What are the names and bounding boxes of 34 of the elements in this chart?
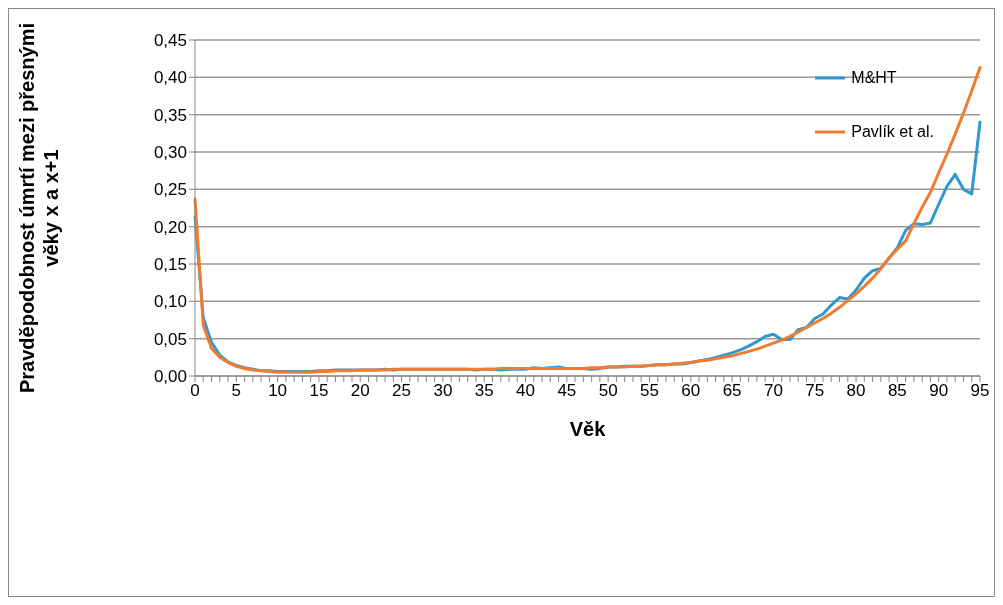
x-tick-label: 55 — [640, 381, 659, 401]
x-tick-label: 95 — [970, 381, 990, 401]
x-tick-label: 10 — [268, 381, 288, 401]
x-tick-label: 30 — [433, 381, 453, 401]
x-tick-label: 65 — [722, 381, 742, 401]
x-tick-label: 35 — [474, 381, 494, 401]
y-tick-label: 0,10 — [153, 292, 187, 312]
y-tick-label: 0,25 — [153, 180, 187, 200]
y-axis-title: Pravděpodobnost úmrtí mezi přesnými věky x a x+1 — [16, 22, 62, 394]
x-tick-label: 45 — [557, 381, 577, 401]
x-tick-label: 25 — [392, 381, 412, 401]
x-tick-label: 60 — [681, 381, 701, 401]
x-tick-label: 0 — [190, 381, 200, 401]
x-tick-label: 50 — [598, 381, 618, 401]
y-tick-label: 0,15 — [153, 255, 187, 275]
x-tick-label: 5 — [231, 381, 242, 401]
y-tick-label: 0,35 — [153, 105, 187, 125]
y-tick-label: 0,30 — [153, 143, 187, 163]
x-axis-title: Věk — [569, 418, 607, 440]
legend-label: M&HT — [851, 69, 897, 87]
x-tick-label: 90 — [929, 381, 949, 401]
x-tick-label: 85 — [887, 381, 907, 401]
y-tick-label: 0,00 — [153, 367, 187, 387]
x-tick-label: 15 — [309, 381, 329, 401]
legend-label: Pavlík et al. — [851, 123, 934, 141]
y-tick-label: 0,40 — [153, 68, 187, 88]
x-tick-label: 70 — [763, 381, 783, 401]
y-tick-label: 0,05 — [153, 329, 187, 349]
x-tick-label: 75 — [805, 381, 825, 401]
x-tick-label: 40 — [516, 381, 535, 401]
y-tick-label: 0,45 — [153, 31, 187, 51]
x-tick-label: 80 — [846, 381, 866, 401]
x-tick-label: 20 — [350, 381, 370, 401]
y-tick-label: 0,20 — [153, 217, 187, 237]
